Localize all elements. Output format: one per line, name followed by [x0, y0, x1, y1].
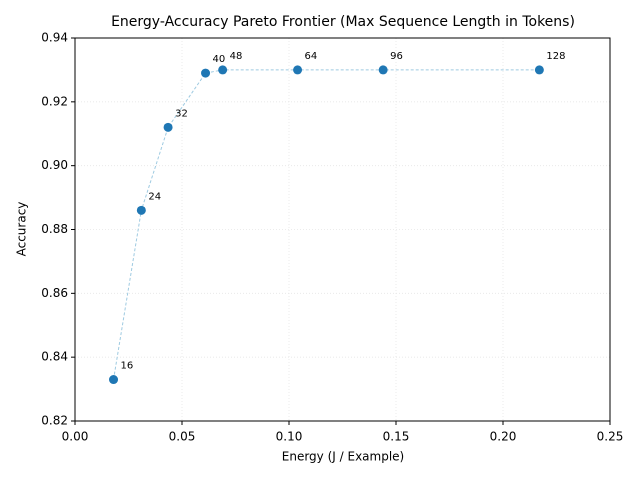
point	[534, 65, 544, 75]
point-label: 96	[390, 51, 403, 62]
y-tick-label: 0.92	[41, 94, 68, 108]
x-axis-label: Energy (J / Example)	[282, 450, 404, 464]
x-tick-label: 0.05	[169, 430, 196, 444]
plot-frame	[74, 37, 611, 422]
x-tick-label: 0.00	[62, 430, 89, 444]
point	[163, 122, 173, 132]
point	[218, 65, 228, 75]
y-tick-label: 0.82	[41, 414, 68, 428]
y-tick-label: 0.86	[41, 286, 68, 300]
point-label: 40	[213, 54, 226, 65]
point-label: 48	[230, 51, 243, 62]
point	[201, 68, 211, 78]
point	[293, 65, 303, 75]
x-tick-label: 0.10	[276, 430, 303, 444]
point	[109, 375, 119, 385]
point-label: 32	[175, 108, 188, 119]
point-label: 16	[121, 361, 134, 372]
x-tick-label: 0.20	[490, 430, 517, 444]
x-tick-label: 0.25	[597, 430, 624, 444]
point	[136, 205, 146, 215]
frontier-line	[113, 69, 540, 380]
y-tick-label: 0.94	[41, 31, 68, 45]
y-tick-label: 0.84	[41, 350, 68, 364]
y-axis-label: Accuracy	[15, 202, 29, 257]
y-tick-label: 0.90	[41, 158, 68, 172]
chart-title: Energy-Accuracy Pareto Frontier (Max Seq…	[111, 14, 575, 30]
point-label: 128	[546, 51, 565, 62]
y-tick-label: 0.88	[41, 222, 68, 236]
point-label: 64	[305, 51, 318, 62]
x-tick-label: 0.15	[383, 430, 410, 444]
point	[378, 65, 388, 75]
point-label: 24	[148, 191, 161, 202]
